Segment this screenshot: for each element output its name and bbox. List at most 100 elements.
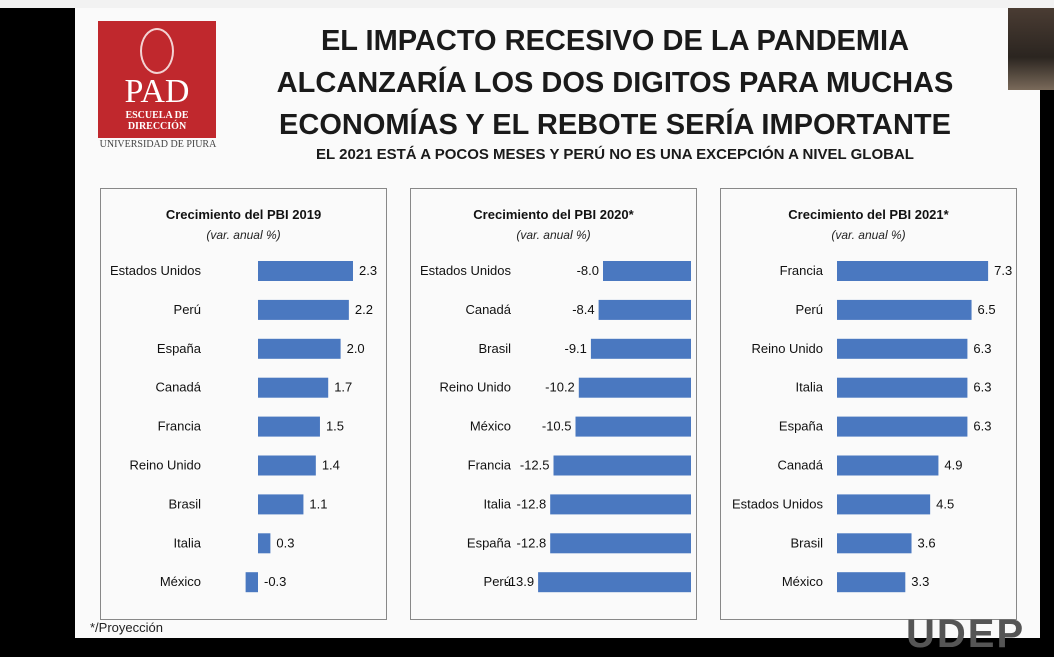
bar	[258, 416, 320, 437]
bar	[538, 572, 691, 593]
category-label: Brasil	[478, 341, 511, 356]
logo-pad: PAD	[124, 73, 190, 110]
data-label: 1.1	[309, 496, 327, 511]
chart-2020: Estados Unidos -8.0 Canadá -8.4 Brasil -9.1 Re…	[420, 261, 691, 593]
data-label: 3.6	[918, 535, 936, 550]
chart-panel-2020: Crecimiento del PBI 2020* (var. anual %)…	[410, 188, 697, 620]
pad-logo: PAD ESCUELA DE DIRECCIÓN	[98, 21, 216, 138]
chart-panel-2019: Crecimiento del PBI 2019 (var. anual %) …	[100, 188, 387, 620]
data-label: -12.5	[520, 458, 550, 473]
title-line: ECONOMÍAS Y EL REBOTE SERÍA IMPORTANTE	[279, 109, 951, 141]
category-label: Francia	[468, 458, 512, 473]
category-label: México	[470, 419, 511, 434]
category-label: Canadá	[777, 458, 823, 473]
bar	[575, 416, 691, 437]
data-label: 3.3	[911, 574, 929, 589]
data-label: -12.8	[517, 535, 547, 550]
udep-brand: UDEP	[906, 612, 1026, 656]
data-label: 2.2	[355, 302, 373, 317]
slide-title: EL IMPACTO RECESIVO DE LA PANDEMIA ALCAN…	[250, 20, 980, 146]
bar	[837, 338, 968, 359]
category-label: Brasil	[168, 496, 201, 511]
bar	[837, 377, 968, 398]
category-label: España	[157, 341, 202, 356]
title-line: EL IMPACTO RECESIVO DE LA PANDEMIA	[320, 25, 910, 57]
bar	[550, 533, 691, 554]
category-label: Estados Unidos	[110, 263, 202, 278]
bar	[550, 494, 691, 515]
chart-title: Crecimiento del PBI 2021*	[788, 207, 949, 222]
data-label: 2.0	[347, 341, 365, 356]
window-top-strip	[0, 0, 1054, 8]
bar	[590, 338, 691, 359]
category-label: Reino Unido	[751, 341, 823, 356]
bar	[258, 261, 353, 281]
chart-title: Crecimiento del PBI 2020*	[473, 207, 634, 222]
chart-subtitle: (var. anual %)	[516, 228, 591, 242]
data-label: 1.7	[334, 380, 352, 395]
bar	[837, 299, 972, 320]
category-label: Perú	[174, 302, 201, 317]
bar	[603, 261, 691, 281]
logo-university: UNIVERSIDAD DE PIURA	[99, 139, 217, 150]
chart-2019: Estados Unidos 2.3 Perú 2.2 España 2.0 Canadá 1…	[110, 261, 377, 593]
bar	[553, 455, 691, 476]
category-label: Estados Unidos	[420, 263, 512, 278]
category-label: Francia	[780, 263, 824, 278]
chart-2021: Francia 7.3 Perú 6.5 Reino Unido 6.3 Italia 6.3…	[732, 261, 1012, 593]
category-label: Italia	[174, 535, 202, 550]
data-label: 7.3	[994, 263, 1012, 278]
bar	[837, 494, 931, 515]
data-label: -8.0	[577, 263, 599, 278]
bar	[258, 299, 349, 320]
chart-subtitle: (var. anual %)	[831, 228, 906, 242]
data-label: 4.9	[944, 458, 962, 473]
bar	[598, 299, 691, 320]
category-label: Brasil	[790, 535, 823, 550]
bar	[837, 455, 939, 476]
data-label: 6.3	[973, 419, 991, 434]
category-label: Canadá	[155, 380, 201, 395]
data-label: -10.2	[545, 380, 575, 395]
category-label: México	[782, 574, 823, 589]
category-label: Italia	[796, 380, 824, 395]
webcam-thumbnail[interactable]	[1008, 8, 1054, 90]
bar	[578, 377, 691, 398]
category-label: Estados Unidos	[732, 496, 824, 511]
data-label: -0.3	[264, 574, 286, 589]
data-label: 6.5	[978, 302, 996, 317]
data-label: -9.1	[564, 341, 586, 356]
bar	[258, 338, 341, 359]
category-label: España	[779, 419, 824, 434]
bar	[258, 533, 271, 554]
bar	[837, 416, 968, 437]
data-label: -13.9	[504, 574, 534, 589]
chart-subtitle: (var. anual %)	[206, 228, 281, 242]
data-label: -10.5	[542, 419, 572, 434]
bar	[258, 455, 316, 476]
chart-panel-2021: Crecimiento del PBI 2021* (var. anual %)…	[720, 188, 1017, 620]
bar	[258, 494, 304, 515]
bar	[837, 533, 912, 554]
data-label: 6.3	[973, 380, 991, 395]
data-label: -12.8	[517, 496, 547, 511]
data-label: 1.5	[326, 419, 344, 434]
data-label: 0.3	[276, 535, 294, 550]
bar	[245, 572, 258, 593]
seal-icon	[140, 28, 174, 74]
slide-subtitle: EL 2021 ESTÁ A POCOS MESES Y PERÚ NO ES …	[316, 146, 914, 163]
category-label: Perú	[484, 574, 511, 589]
category-label: España	[467, 535, 512, 550]
category-label: Perú	[796, 302, 823, 317]
category-label: Reino Unido	[439, 380, 511, 395]
category-label: Italia	[484, 496, 512, 511]
data-label: -8.4	[572, 302, 594, 317]
category-label: México	[160, 574, 201, 589]
data-label: 6.3	[973, 341, 991, 356]
data-label: 4.5	[936, 496, 954, 511]
title-line: ALCANZARÍA LOS DOS DIGITOS PARA MUCHAS	[276, 67, 954, 99]
category-label: Francia	[158, 419, 202, 434]
bar	[258, 377, 329, 398]
bar	[837, 261, 989, 281]
data-label: 1.4	[322, 458, 340, 473]
